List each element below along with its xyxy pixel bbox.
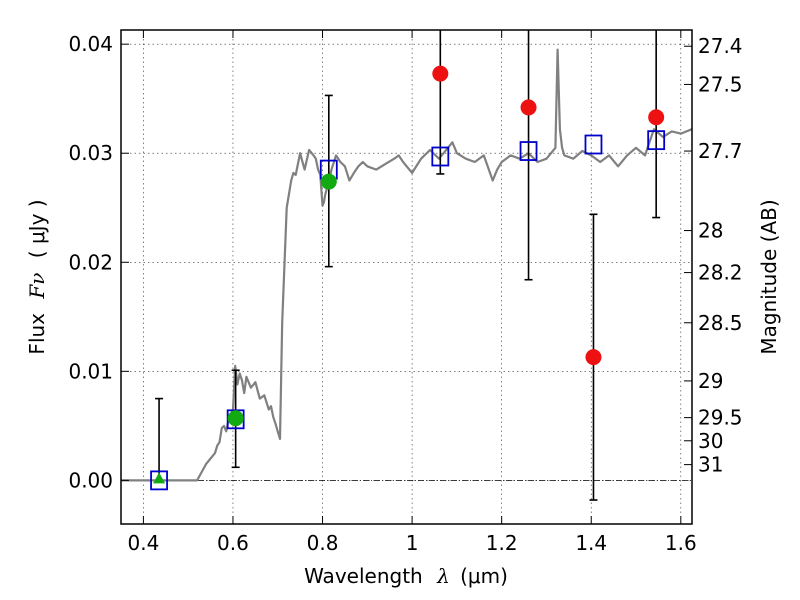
x-tick-label: 1.4	[575, 531, 607, 555]
y2-tick-label: 27.5	[698, 72, 743, 96]
sed-line	[121, 48, 693, 482]
photometry-box	[519, 141, 538, 161]
x-tick-label: 0.4	[127, 531, 159, 555]
error-bars	[155, 30, 661, 501]
x-tick-label: 0.6	[217, 531, 249, 555]
y2-tick-label: 27.7	[698, 139, 743, 163]
photometry-box	[431, 146, 450, 167]
y2-tick-label: 31	[698, 453, 723, 477]
y2-tick-label: 29.5	[698, 406, 743, 430]
green-point	[320, 173, 337, 190]
y2-axis-label: Magnitude (AB)	[757, 199, 781, 354]
x-tick-label: 0.8	[307, 531, 339, 555]
red-point	[432, 65, 449, 82]
y-tick-label: 0.03	[68, 141, 113, 165]
plot-frame	[120, 29, 693, 525]
photometry-points	[153, 65, 665, 484]
x-tick-label: 1.6	[665, 531, 697, 555]
y-tick-label: 0.01	[68, 359, 113, 383]
grid-lines	[121, 30, 692, 524]
x-axis-label: Wavelength λ (μm)	[304, 564, 508, 588]
green-point	[227, 410, 244, 427]
y-axis-ticks: 0.00 0.01 0.02 0.03 0.04	[68, 32, 129, 492]
x-tick-label: 1	[406, 531, 419, 555]
red-point	[585, 349, 602, 366]
y2-tick-label: 27.4	[698, 34, 743, 58]
plot-background	[121, 30, 692, 524]
y-tick-label: 0.04	[68, 32, 113, 56]
template-sed	[121, 48, 693, 482]
y2-tick-label: 29	[698, 369, 723, 393]
y-tick-label: 0.00	[68, 468, 113, 492]
y2-tick-label: 30	[698, 429, 723, 453]
y2-tick-label: 28	[698, 219, 723, 243]
y2-tick-label: 28.2	[698, 261, 743, 285]
y2-tick-label: 28.5	[698, 311, 743, 335]
photometry-box	[647, 130, 666, 151]
photometry-box	[584, 134, 603, 155]
red-point	[648, 109, 665, 126]
y-tick-label: 0.02	[68, 250, 113, 274]
y-axis-label: Flux Fν ( μJy )	[25, 199, 49, 354]
x-axis-ticks: 0.4 0.6 0.8 1 1.2 1.4 1.6	[127, 30, 697, 555]
x-tick-label: 1.2	[486, 531, 518, 555]
red-point	[520, 99, 537, 116]
green-triangle	[153, 472, 166, 484]
photometry-box	[150, 470, 168, 491]
